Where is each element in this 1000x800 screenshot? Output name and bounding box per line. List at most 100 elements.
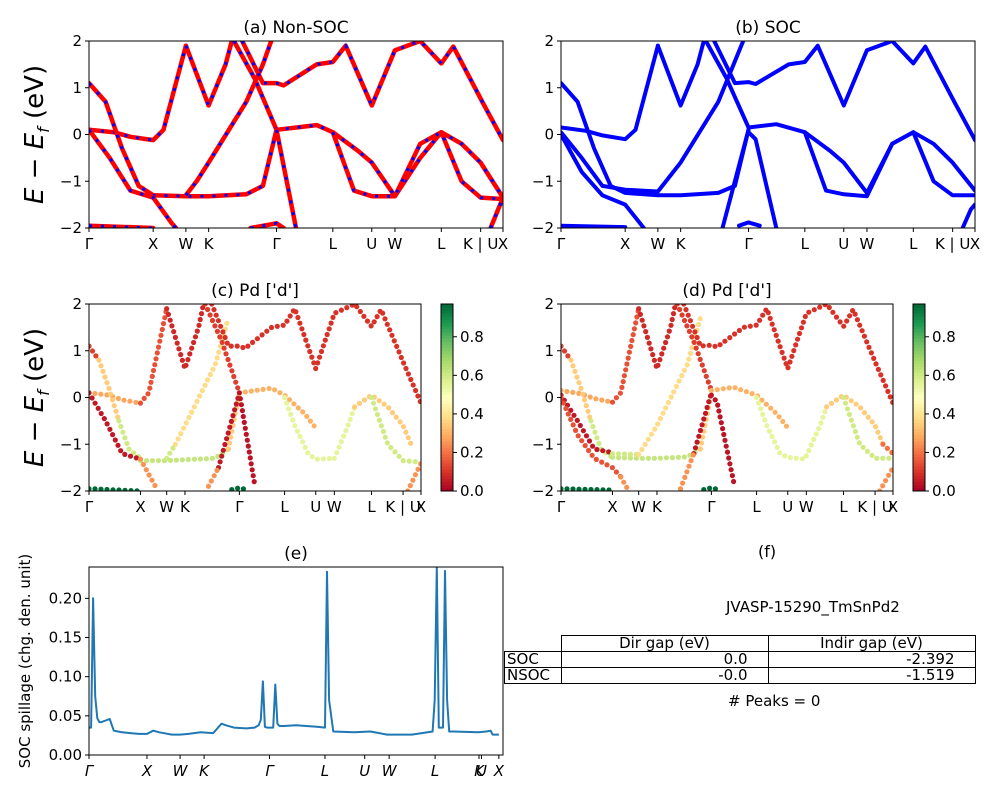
band-point	[92, 400, 98, 406]
colorbar-segment	[441, 403, 453, 408]
x-tick-label: W	[327, 498, 342, 516]
band-point	[785, 365, 791, 371]
band-point	[861, 410, 868, 416]
colorbar-segment	[913, 462, 925, 467]
band-point	[875, 366, 882, 372]
band-point	[349, 304, 355, 308]
band-point	[398, 354, 404, 361]
band-dash-7	[275, 129, 298, 228]
band-point	[235, 485, 241, 491]
band-point	[687, 318, 694, 324]
band-point	[194, 398, 200, 404]
band-point	[779, 349, 785, 355]
band-point	[657, 455, 664, 461]
colorbar-segment	[913, 319, 925, 324]
band-point	[695, 351, 701, 357]
colorbar-frame	[440, 303, 454, 492]
colorbar-segment	[913, 478, 925, 483]
x-tick-label: W	[159, 498, 174, 516]
x-tick-label: Γ	[744, 235, 753, 253]
x-tick-label: L	[321, 762, 329, 780]
band-point	[600, 448, 606, 454]
colorbar-segment	[913, 310, 925, 314]
colorbar-segment	[441, 450, 453, 455]
axes-frame-e	[88, 566, 504, 756]
band-point	[586, 447, 592, 454]
band-point	[866, 344, 872, 350]
band-point	[570, 486, 576, 491]
colorbar-segment	[913, 409, 925, 414]
colorbar-segment	[913, 444, 925, 448]
band-point	[228, 343, 234, 349]
band-point	[663, 339, 669, 346]
x-tick-label: L	[437, 235, 446, 253]
x-tick-label: X	[970, 235, 980, 253]
colorbar-segment	[441, 456, 453, 461]
band-point	[765, 310, 771, 316]
band-point	[680, 480, 686, 486]
band-point	[760, 312, 766, 318]
band-point	[617, 390, 624, 396]
colorbar-segment	[441, 366, 453, 370]
y-tick-label: 0	[72, 126, 82, 144]
band-point	[137, 400, 144, 406]
band-point	[817, 304, 823, 310]
band-point	[833, 314, 840, 320]
band-point	[820, 414, 826, 420]
band-line-0	[89, 43, 189, 143]
y-tick-label: 0	[72, 389, 82, 407]
band-point	[287, 313, 293, 319]
band-point	[583, 403, 589, 409]
band-point	[137, 456, 144, 462]
band-point	[816, 426, 822, 432]
band-point	[777, 344, 783, 350]
band-point	[624, 361, 630, 367]
band-point	[152, 362, 158, 368]
band-point	[846, 411, 853, 418]
band-point	[104, 486, 110, 491]
colorbar-segment	[441, 434, 453, 439]
band-point	[326, 326, 332, 332]
colorbar-tick-label: 0.8	[932, 328, 956, 346]
colorbar-segment	[441, 444, 453, 448]
band-point	[691, 339, 697, 345]
band-point	[796, 330, 803, 337]
band-point	[214, 328, 220, 334]
colorbar-segment	[441, 475, 453, 480]
x-tick-label: U	[476, 762, 487, 780]
band-point	[116, 487, 122, 491]
band-point	[669, 455, 676, 461]
y-tick-label: 1	[72, 79, 82, 97]
band-point	[410, 477, 416, 483]
colorbar-segment	[441, 328, 453, 333]
band-point	[370, 400, 377, 406]
band-point	[738, 387, 744, 393]
colorbar-segment	[913, 360, 925, 364]
band-point	[305, 450, 311, 456]
band-point	[573, 427, 579, 433]
band-point	[354, 304, 360, 310]
band-point	[108, 391, 114, 397]
band-point	[189, 345, 195, 351]
band-point	[356, 400, 363, 406]
band-point	[220, 329, 226, 335]
band-point	[808, 442, 814, 448]
table-cell: -0.0	[560, 667, 769, 684]
y-tick-label: 0.05	[49, 707, 82, 725]
band-point	[718, 420, 724, 426]
colorbar-segment	[441, 388, 453, 392]
band-point	[376, 417, 382, 423]
x-tick-label: X	[888, 498, 898, 516]
colorbar-segment	[913, 406, 925, 411]
band-point	[609, 454, 616, 460]
axes-frame-a	[88, 40, 504, 229]
band-point	[171, 329, 177, 335]
band-point	[274, 323, 280, 329]
band-point	[659, 351, 665, 357]
colorbar-segment	[913, 385, 925, 389]
band-point	[760, 411, 766, 417]
y-tick-label: 2	[72, 295, 82, 313]
x-tick-label: X	[607, 498, 617, 516]
band-point	[384, 440, 390, 446]
band-point	[368, 394, 375, 401]
